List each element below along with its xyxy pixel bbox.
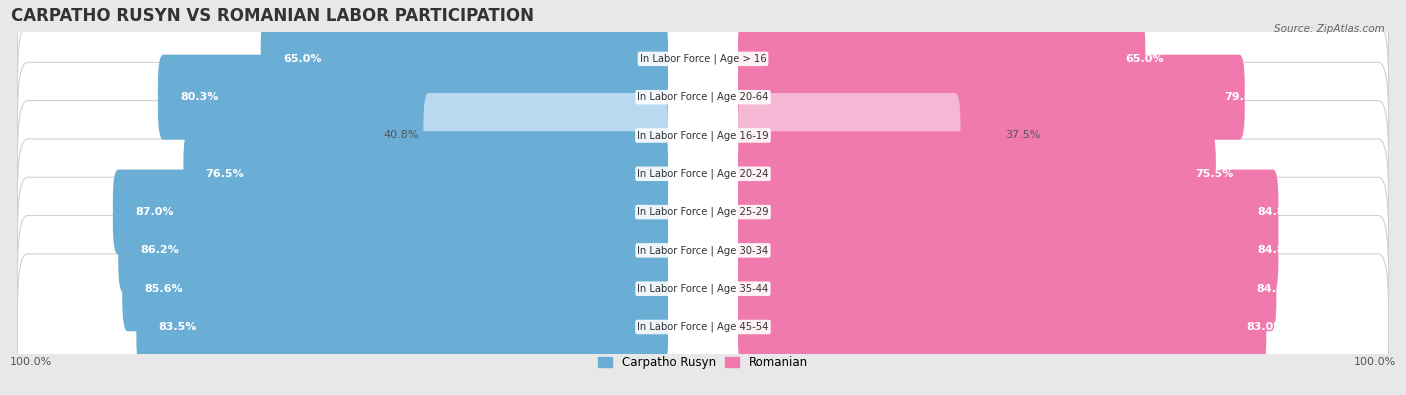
- FancyBboxPatch shape: [17, 62, 1389, 209]
- Text: Source: ZipAtlas.com: Source: ZipAtlas.com: [1274, 24, 1385, 34]
- Text: In Labor Force | Age 20-24: In Labor Force | Age 20-24: [637, 169, 769, 179]
- Text: 65.0%: 65.0%: [1125, 54, 1163, 64]
- Text: 84.8%: 84.8%: [1258, 207, 1296, 217]
- Text: In Labor Force | Age 20-64: In Labor Force | Age 20-64: [637, 92, 769, 102]
- FancyBboxPatch shape: [17, 24, 1389, 170]
- FancyBboxPatch shape: [738, 16, 1146, 102]
- FancyBboxPatch shape: [17, 139, 1389, 285]
- FancyBboxPatch shape: [738, 208, 1278, 293]
- Text: 87.0%: 87.0%: [135, 207, 173, 217]
- FancyBboxPatch shape: [738, 131, 1216, 216]
- FancyBboxPatch shape: [423, 93, 668, 178]
- Text: 75.5%: 75.5%: [1195, 169, 1234, 179]
- FancyBboxPatch shape: [136, 284, 668, 370]
- Text: 84.8%: 84.8%: [1258, 245, 1296, 256]
- FancyBboxPatch shape: [260, 16, 668, 102]
- Text: 80.3%: 80.3%: [180, 92, 218, 102]
- FancyBboxPatch shape: [17, 177, 1389, 324]
- FancyBboxPatch shape: [738, 55, 1244, 140]
- Text: 83.0%: 83.0%: [1246, 322, 1285, 332]
- Text: In Labor Force | Age 45-54: In Labor Force | Age 45-54: [637, 322, 769, 332]
- Text: 40.8%: 40.8%: [384, 130, 419, 141]
- Text: In Labor Force | Age > 16: In Labor Force | Age > 16: [640, 54, 766, 64]
- FancyBboxPatch shape: [17, 216, 1389, 362]
- FancyBboxPatch shape: [157, 55, 668, 140]
- Text: 85.6%: 85.6%: [145, 284, 183, 294]
- Text: 76.5%: 76.5%: [205, 169, 245, 179]
- Text: In Labor Force | Age 30-34: In Labor Force | Age 30-34: [637, 245, 769, 256]
- Text: 79.8%: 79.8%: [1225, 92, 1263, 102]
- FancyBboxPatch shape: [122, 246, 668, 331]
- FancyBboxPatch shape: [738, 246, 1277, 331]
- Text: 65.0%: 65.0%: [283, 54, 322, 64]
- Text: 83.5%: 83.5%: [159, 322, 197, 332]
- FancyBboxPatch shape: [183, 131, 668, 216]
- Legend: Carpatho Rusyn, Romanian: Carpatho Rusyn, Romanian: [593, 351, 813, 374]
- Text: 86.2%: 86.2%: [141, 245, 179, 256]
- FancyBboxPatch shape: [738, 93, 960, 178]
- Text: 37.5%: 37.5%: [1005, 130, 1040, 141]
- FancyBboxPatch shape: [118, 208, 668, 293]
- Text: CARPATHO RUSYN VS ROMANIAN LABOR PARTICIPATION: CARPATHO RUSYN VS ROMANIAN LABOR PARTICI…: [10, 7, 533, 25]
- Text: 84.5%: 84.5%: [1256, 284, 1295, 294]
- FancyBboxPatch shape: [112, 169, 668, 255]
- FancyBboxPatch shape: [738, 169, 1278, 255]
- FancyBboxPatch shape: [17, 101, 1389, 247]
- FancyBboxPatch shape: [738, 284, 1267, 370]
- FancyBboxPatch shape: [17, 254, 1389, 395]
- Text: In Labor Force | Age 16-19: In Labor Force | Age 16-19: [637, 130, 769, 141]
- Text: In Labor Force | Age 25-29: In Labor Force | Age 25-29: [637, 207, 769, 217]
- Text: In Labor Force | Age 35-44: In Labor Force | Age 35-44: [637, 284, 769, 294]
- FancyBboxPatch shape: [17, 0, 1389, 132]
